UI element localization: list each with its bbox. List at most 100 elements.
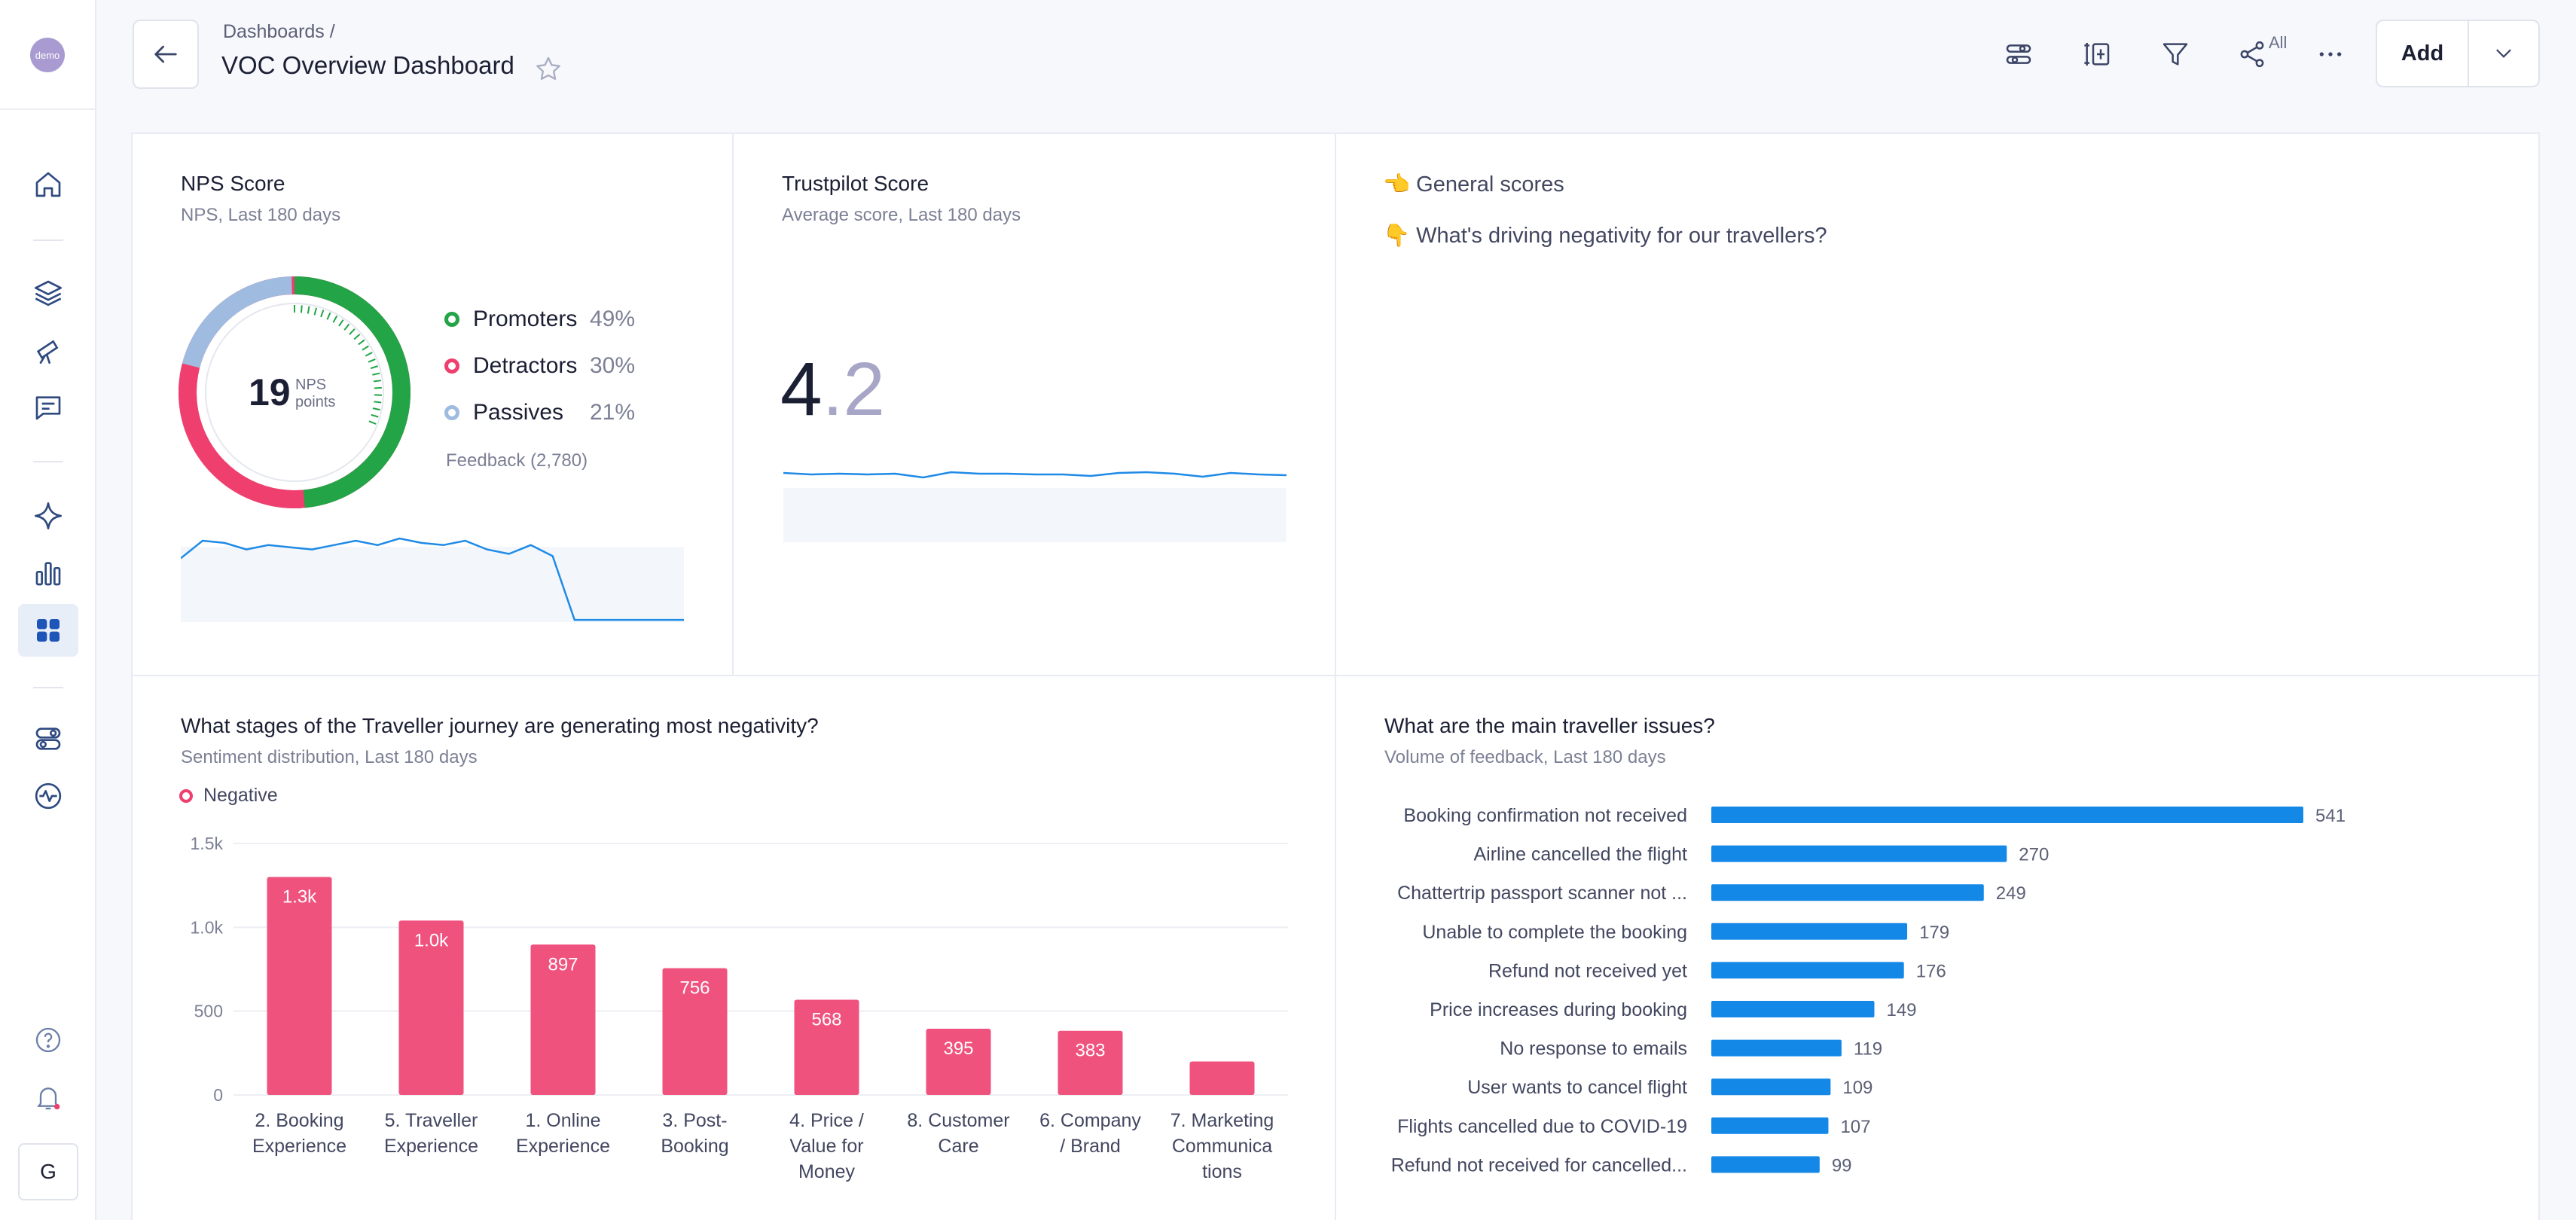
legend-detractors: Detractors 30% xyxy=(444,351,635,381)
nps-gauge-ticks xyxy=(294,305,382,425)
more-options-icon[interactable] xyxy=(2312,36,2349,72)
x-category-label: Money xyxy=(798,1161,856,1182)
issue-bar[interactable] xyxy=(1711,1001,1875,1017)
activity-icon[interactable] xyxy=(18,770,78,822)
negative-legend-label: Negative xyxy=(203,785,278,806)
inner-ring xyxy=(205,303,384,482)
bar-chart-icon[interactable] xyxy=(18,547,78,599)
bar[interactable] xyxy=(398,920,464,1095)
share-icon[interactable] xyxy=(2234,36,2270,72)
sidebar-divider xyxy=(33,461,63,462)
bar-value-label: 383 xyxy=(1075,1041,1105,1061)
logo[interactable]: demo xyxy=(30,38,65,72)
nps-panel-subtitle: NPS, Last 180 days xyxy=(181,205,341,225)
toggles-icon[interactable] xyxy=(18,712,78,765)
home-icon[interactable] xyxy=(18,158,78,211)
issue-label: Chattertrip passport scanner not ... xyxy=(1397,883,1687,904)
issue-bar[interactable] xyxy=(1711,962,1904,979)
x-category-label: 5. Traveller xyxy=(385,1110,478,1131)
x-category-label: 4. Price / xyxy=(789,1110,864,1131)
layers-icon[interactable] xyxy=(18,267,78,319)
issue-label: Refund not received for cancelled... xyxy=(1391,1154,1687,1176)
passives-dot xyxy=(444,405,459,420)
dashboards-icon[interactable] xyxy=(18,604,78,657)
issue-value: 541 xyxy=(2315,806,2346,826)
issue-value: 270 xyxy=(2019,845,2049,865)
back-button[interactable] xyxy=(133,20,199,89)
nps-panel-title: NPS Score xyxy=(181,172,285,195)
bar[interactable] xyxy=(530,944,596,1095)
bar-value-label: 1.3k xyxy=(282,887,317,907)
issue-label: Price increases during booking xyxy=(1430,999,1687,1020)
issues-chart-subtitle: Volume of feedback, Last 180 days xyxy=(1384,747,1666,767)
layout-icon[interactable] xyxy=(2079,36,2115,72)
sidebar: demo xyxy=(0,0,96,1220)
add-dropdown-button[interactable] xyxy=(2469,21,2538,86)
issue-value: 249 xyxy=(1996,883,2026,904)
breadcrumb[interactable]: Dashboards / xyxy=(223,21,335,42)
telescope-icon[interactable] xyxy=(18,324,78,377)
funnel-icon[interactable] xyxy=(2157,36,2193,72)
notification-bell-icon[interactable] xyxy=(18,1071,78,1124)
legend-label: Promoters xyxy=(473,307,578,331)
nps-unit-line1: NPS xyxy=(295,377,327,393)
y-tick-label: 0 xyxy=(213,1085,223,1105)
journey-chart-title: What stages of the Traveller journey are… xyxy=(181,714,819,737)
trustpilot-trend-line xyxy=(783,471,1287,479)
issues-bar-chart: Booking confirmation not received 541 Airl… xyxy=(1391,805,2346,1176)
issue-bar[interactable] xyxy=(1711,845,2007,862)
general-scores-panel xyxy=(1335,133,2540,676)
x-category-label: 1. Online xyxy=(525,1110,600,1131)
nps-trend-area xyxy=(181,547,684,622)
issue-bar[interactable] xyxy=(1711,1156,1820,1173)
bar[interactable] xyxy=(1189,1061,1255,1095)
journey-stages-panel xyxy=(131,675,1336,1220)
favorite-star-icon[interactable] xyxy=(533,54,563,84)
issue-value: 179 xyxy=(1919,923,1949,943)
filter-settings-icon[interactable] xyxy=(2001,36,2037,72)
chevron-down-icon xyxy=(2496,49,2511,58)
issue-bar[interactable] xyxy=(1711,1078,1831,1096)
user-menu-button[interactable]: G xyxy=(18,1143,78,1200)
add-button[interactable]: Add xyxy=(2377,21,2469,86)
score-integer: 4 xyxy=(780,347,823,432)
score-decimal: .2 xyxy=(822,347,886,432)
legend-pct: 30% xyxy=(590,353,636,378)
y-tick-label: 1.5k xyxy=(191,834,224,853)
issue-bar[interactable] xyxy=(1711,807,2303,823)
negativity-driver-text: 👇 What's driving negativity for our trav… xyxy=(1383,224,1827,248)
promoters-arc xyxy=(179,276,411,508)
trustpilot-trend-sparkline xyxy=(783,471,1287,542)
issue-label: Unable to complete the booking xyxy=(1422,922,1687,943)
legend-label: Passives xyxy=(473,400,564,425)
page-title: VOC Overview Dashboard xyxy=(221,51,514,79)
trustpilot-panel-title: Trustpilot Score xyxy=(782,172,929,195)
sidebar-divider xyxy=(0,108,95,110)
y-tick-label: 1.0k xyxy=(191,917,224,937)
bar[interactable] xyxy=(267,877,332,1095)
bar[interactable] xyxy=(926,1029,991,1095)
issue-value: 149 xyxy=(1886,1000,1916,1020)
nps-trend-line xyxy=(181,537,684,621)
bar-value-label: 568 xyxy=(811,1010,841,1030)
feedback-count: Feedback (2,780) xyxy=(446,450,588,471)
bar[interactable] xyxy=(1058,1030,1123,1095)
sparkle-icon[interactable] xyxy=(18,490,78,542)
legend-label: Detractors xyxy=(473,353,578,378)
trustpilot-panel-subtitle: Average score, Last 180 days xyxy=(782,205,1021,225)
general-scores-text: 👈 General scores xyxy=(1383,172,1564,197)
x-category-label: tions xyxy=(1202,1161,1242,1182)
bar[interactable] xyxy=(662,968,728,1095)
x-category-label: 2. Booking xyxy=(255,1110,343,1131)
issue-bar[interactable] xyxy=(1711,1117,1829,1134)
message-icon[interactable] xyxy=(18,381,78,434)
issue-bar[interactable] xyxy=(1711,884,1984,901)
issue-bar[interactable] xyxy=(1711,923,1908,940)
issue-bar[interactable] xyxy=(1711,1039,1842,1057)
trustpilot-score-panel xyxy=(732,133,1336,676)
sidebar-divider xyxy=(33,239,63,241)
legend-pct: 21% xyxy=(590,400,636,425)
help-icon[interactable] xyxy=(18,1014,78,1066)
bar[interactable] xyxy=(794,999,859,1095)
